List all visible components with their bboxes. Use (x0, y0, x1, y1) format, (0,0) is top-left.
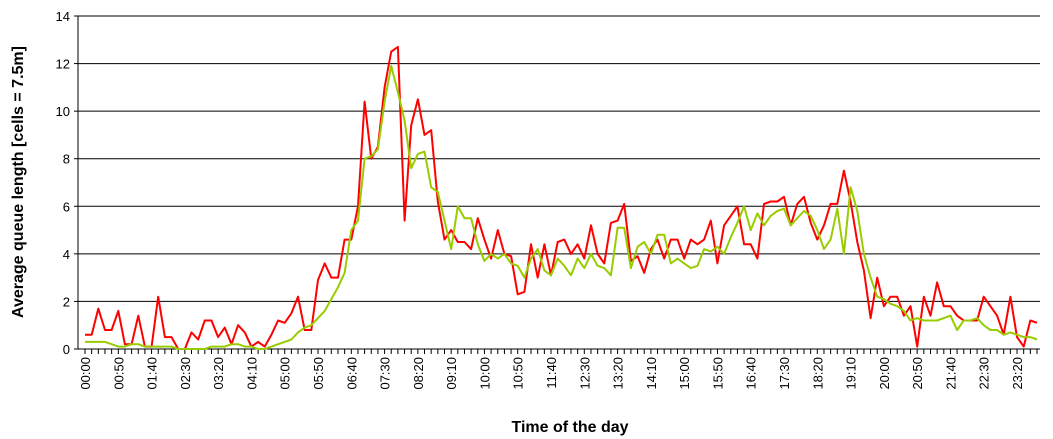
x-tick-label: 08:20 (411, 357, 426, 390)
x-tick-label: 17:30 (777, 357, 792, 390)
y-tick-label: 10 (56, 104, 70, 119)
x-tick-label: 00:00 (78, 357, 93, 390)
x-tick-label: 21:40 (943, 357, 958, 390)
x-tick-label: 06:40 (344, 357, 359, 390)
x-tick-label: 11:40 (544, 357, 559, 389)
y-tick-label: 8 (63, 152, 70, 167)
series-line (85, 45, 1038, 350)
x-tick-label: 12:30 (577, 357, 592, 390)
x-axis-title: Time of the day (511, 419, 628, 436)
x-tick-label: 16:40 (744, 357, 759, 390)
series-line (85, 64, 1038, 350)
x-tick-label: 15:50 (710, 357, 725, 390)
y-tick-label: 2 (63, 294, 70, 309)
x-tick-label: 20:50 (910, 357, 925, 390)
y-tick-label: 12 (56, 57, 70, 72)
x-tick-label: 18:20 (810, 357, 825, 390)
x-tick-label: 14:10 (644, 357, 659, 390)
x-tick-label: 07:30 (378, 357, 393, 390)
x-tick-label: 23:20 (1010, 357, 1025, 390)
x-tick-label: 03:20 (211, 357, 226, 390)
x-tick-label: 15:00 (677, 357, 692, 390)
x-tick-label: 19:10 (844, 357, 859, 390)
y-axis-title: Average queue length [cells = 7.5m] (10, 46, 27, 318)
x-tick-label: 22:30 (977, 357, 992, 390)
x-tick-label: 00:50 (111, 357, 126, 390)
x-tick-label: 10:50 (511, 357, 526, 390)
x-tick-label: 10:00 (477, 357, 492, 390)
x-tick-label: 01:40 (145, 357, 160, 390)
x-tick-label: 05:00 (278, 357, 293, 390)
x-tick-label: 05:50 (311, 357, 326, 390)
x-tick-label: 04:10 (244, 357, 259, 390)
x-tick-label: 09:10 (444, 357, 459, 390)
y-tick-label: 0 (63, 342, 70, 357)
x-tick-label: 20:00 (877, 357, 892, 390)
y-tick-label: 4 (63, 247, 70, 262)
x-tick-label: 02:30 (178, 357, 193, 390)
y-tick-label: 6 (63, 199, 70, 214)
y-tick-label: 14 (56, 9, 70, 24)
x-tick-label: 13:20 (611, 357, 626, 390)
